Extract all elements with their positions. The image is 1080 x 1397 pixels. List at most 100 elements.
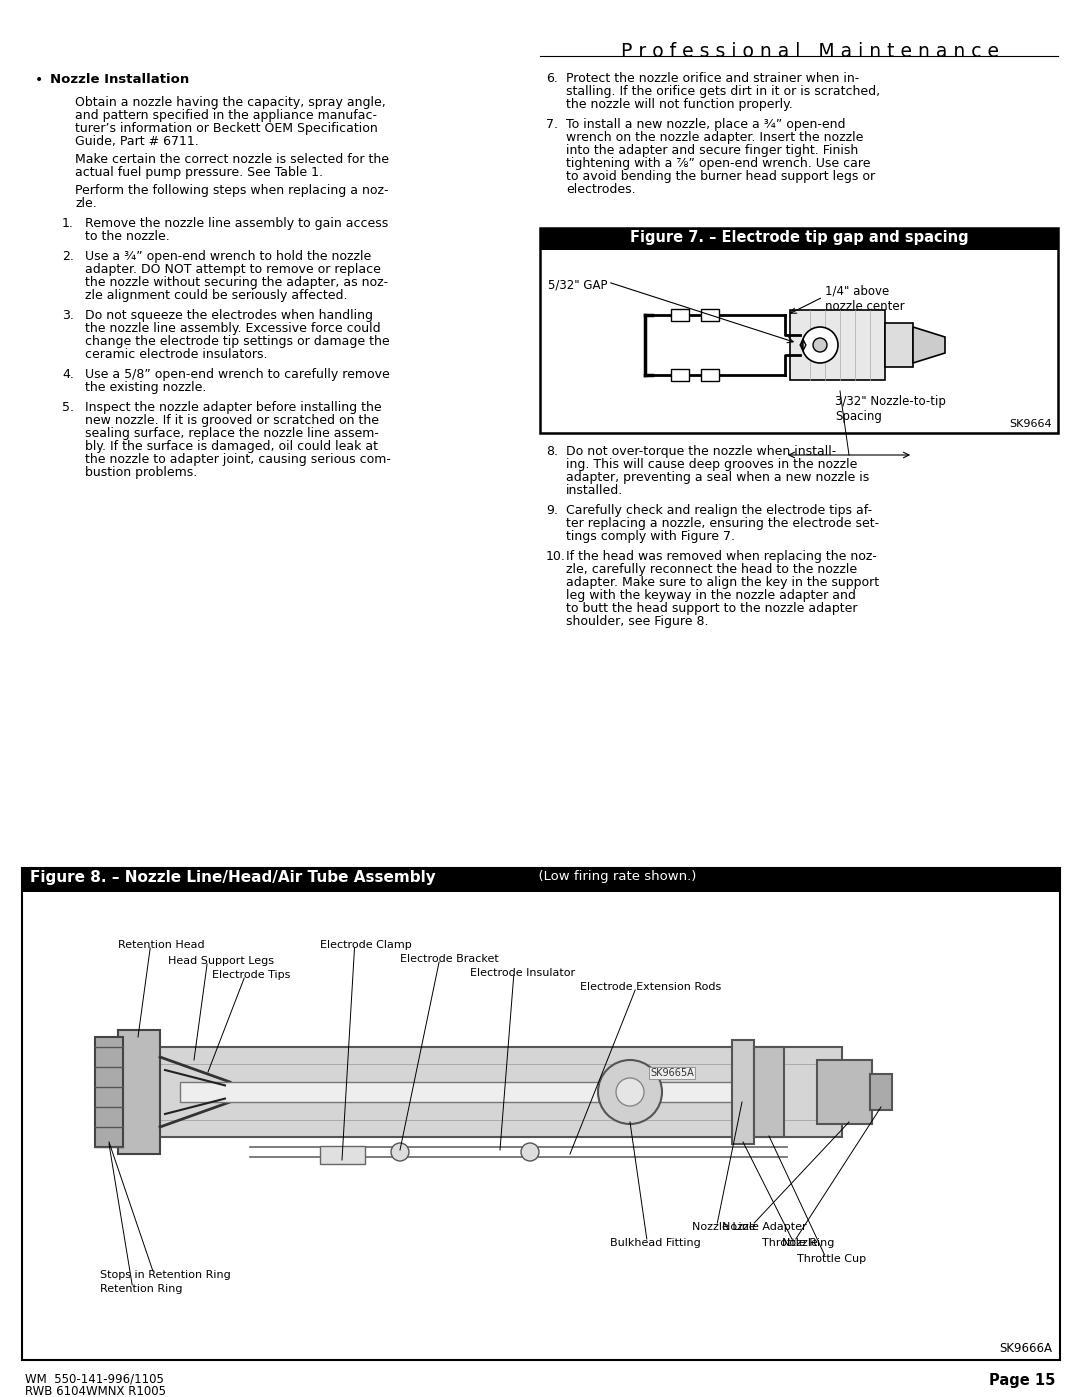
Circle shape	[521, 1143, 539, 1161]
Text: SK9666A: SK9666A	[999, 1343, 1052, 1355]
Text: 5.: 5.	[62, 401, 75, 414]
Text: zle.: zle.	[75, 197, 97, 210]
Text: Stops in Retention Ring: Stops in Retention Ring	[100, 1270, 231, 1280]
Bar	[732, 1039, 754, 1144]
Text: 4.: 4.	[62, 367, 73, 381]
Text: adapter, preventing a seal when a new nozzle is: adapter, preventing a seal when a new no…	[566, 471, 869, 483]
Text: SK9665A: SK9665A	[650, 1067, 693, 1078]
Bar	[22, 868, 1059, 893]
Text: adapter. Make sure to align the key in the support: adapter. Make sure to align the key in t…	[566, 576, 879, 590]
Text: •: •	[35, 73, 43, 87]
Text: 10.: 10.	[546, 550, 566, 563]
Text: Do not squeeze the electrodes when handling: Do not squeeze the electrodes when handl…	[85, 309, 373, 321]
Text: 3/32" Nozzle-to-tip
Spacing: 3/32" Nozzle-to-tip Spacing	[835, 395, 946, 423]
Text: Inspect the nozzle adapter before installing the: Inspect the nozzle adapter before instal…	[85, 401, 381, 414]
Text: RWB 6104WMNX R1005: RWB 6104WMNX R1005	[25, 1384, 166, 1397]
Text: the nozzle without securing the adapter, as noz-: the nozzle without securing the adapter,…	[85, 277, 388, 289]
Text: zle, carefully reconnect the head to the nozzle: zle, carefully reconnect the head to the…	[566, 563, 858, 576]
Text: ter replacing a nozzle, ensuring the electrode set-: ter replacing a nozzle, ensuring the ele…	[566, 517, 879, 529]
Text: Nozzle Installation: Nozzle Installation	[50, 73, 189, 87]
Bar	[118, 1030, 160, 1154]
Text: ing. This will cause deep grooves in the nozzle: ing. This will cause deep grooves in the…	[566, 458, 858, 471]
Text: Retention Head: Retention Head	[118, 940, 204, 950]
Text: Bulkhead Fitting: Bulkhead Fitting	[610, 1238, 701, 1248]
Text: Nozzle: Nozzle	[782, 1238, 819, 1248]
Text: Perform the following steps when replacing a noz-: Perform the following steps when replaci…	[75, 184, 389, 197]
Text: If the head was removed when replacing the noz-: If the head was removed when replacing t…	[566, 550, 877, 563]
Text: bustion problems.: bustion problems.	[85, 467, 198, 479]
Bar	[671, 369, 689, 381]
Text: Electrode Extension Rods: Electrode Extension Rods	[580, 982, 721, 992]
Text: turer’s information or Beckett OEM Specification: turer’s information or Beckett OEM Speci…	[75, 122, 378, 136]
Text: 1.: 1.	[62, 217, 73, 231]
Text: Electrode Tips: Electrode Tips	[212, 970, 291, 981]
Bar	[180, 1083, 752, 1102]
Bar	[885, 323, 913, 367]
Text: wrench on the nozzle adapter. Insert the nozzle: wrench on the nozzle adapter. Insert the…	[566, 131, 863, 144]
Text: stalling. If the orifice gets dirt in it or is scratched,: stalling. If the orifice gets dirt in it…	[566, 85, 880, 98]
Circle shape	[616, 1078, 644, 1106]
Text: Nozzle Line: Nozzle Line	[692, 1222, 756, 1232]
Text: (Low firing rate shown.): (Low firing rate shown.)	[530, 870, 697, 883]
Text: 3.: 3.	[62, 309, 73, 321]
Text: Throttle Cup: Throttle Cup	[797, 1255, 866, 1264]
Bar	[816, 1060, 872, 1125]
Text: 8.: 8.	[546, 446, 558, 458]
Text: adapter. DO NOT attempt to remove or replace: adapter. DO NOT attempt to remove or rep…	[85, 263, 381, 277]
Text: installed.: installed.	[566, 483, 623, 497]
Bar	[540, 228, 1058, 433]
Bar	[789, 310, 885, 380]
Bar	[320, 1146, 365, 1164]
Text: Guide, Part # 6711.: Guide, Part # 6711.	[75, 136, 199, 148]
Bar	[671, 309, 689, 321]
Text: tings comply with Figure 7.: tings comply with Figure 7.	[566, 529, 735, 543]
Text: 1/4" above
nozzle center: 1/4" above nozzle center	[825, 285, 905, 313]
Text: Throttle Ring: Throttle Ring	[762, 1238, 835, 1248]
Text: 9.: 9.	[546, 504, 558, 517]
Text: SK9664: SK9664	[1010, 419, 1052, 429]
Text: Use a ¾” open-end wrench to hold the nozzle: Use a ¾” open-end wrench to hold the noz…	[85, 250, 372, 263]
Text: 5/32" GAP: 5/32" GAP	[548, 278, 607, 291]
Text: Obtain a nozzle having the capacity, spray angle,: Obtain a nozzle having the capacity, spr…	[75, 96, 386, 109]
Text: Head Support Legs: Head Support Legs	[168, 956, 274, 965]
Text: Retention Ring: Retention Ring	[100, 1284, 183, 1294]
Text: Carefully check and realign the electrode tips af-: Carefully check and realign the electrod…	[566, 504, 873, 517]
Text: to avoid bending the burner head support legs or: to avoid bending the burner head support…	[566, 170, 875, 183]
Bar	[701, 309, 719, 321]
Bar	[150, 1046, 842, 1137]
Text: bly. If the surface is damaged, oil could leak at: bly. If the surface is damaged, oil coul…	[85, 440, 378, 453]
Text: Use a 5/8” open-end wrench to carefully remove: Use a 5/8” open-end wrench to carefully …	[85, 367, 390, 381]
Text: the existing nozzle.: the existing nozzle.	[85, 381, 206, 394]
Circle shape	[598, 1060, 662, 1125]
Text: Electrode Insulator: Electrode Insulator	[470, 968, 576, 978]
Circle shape	[802, 327, 838, 363]
Text: WM  550-141-996/1105: WM 550-141-996/1105	[25, 1373, 164, 1386]
Text: ceramic electrode insulators.: ceramic electrode insulators.	[85, 348, 268, 360]
Bar	[22, 868, 1059, 1361]
Text: new nozzle. If it is grooved or scratched on the: new nozzle. If it is grooved or scratche…	[85, 414, 379, 427]
Polygon shape	[913, 327, 945, 363]
Bar	[754, 1046, 784, 1137]
Text: 7.: 7.	[546, 117, 558, 131]
Text: Figure 8. – Nozzle Line/Head/Air Tube Assembly: Figure 8. – Nozzle Line/Head/Air Tube As…	[30, 870, 435, 886]
Bar	[701, 369, 719, 381]
Text: the nozzle to adapter joint, causing serious com-: the nozzle to adapter joint, causing ser…	[85, 453, 391, 467]
Text: to the nozzle.: to the nozzle.	[85, 231, 170, 243]
Text: change the electrode tip settings or damage the: change the electrode tip settings or dam…	[85, 335, 390, 348]
Text: into the adapter and secure finger tight. Finish: into the adapter and secure finger tight…	[566, 144, 859, 156]
Text: tightening with a ⅞” open-end wrench. Use care: tightening with a ⅞” open-end wrench. Us…	[566, 156, 870, 170]
Text: Nozzle Adapter: Nozzle Adapter	[723, 1222, 807, 1232]
Text: To install a new nozzle, place a ¾” open-end: To install a new nozzle, place a ¾” open…	[566, 117, 846, 131]
Bar	[95, 1037, 123, 1147]
Text: the nozzle will not function properly.: the nozzle will not function properly.	[566, 98, 793, 110]
Circle shape	[391, 1143, 409, 1161]
Text: shoulder, see Figure 8.: shoulder, see Figure 8.	[566, 615, 708, 629]
Text: electrodes.: electrodes.	[566, 183, 636, 196]
Text: Remove the nozzle line assembly to gain access: Remove the nozzle line assembly to gain …	[85, 217, 388, 231]
Text: Electrode Bracket: Electrode Bracket	[400, 954, 499, 964]
Text: Make certain the correct nozzle is selected for the: Make certain the correct nozzle is selec…	[75, 154, 389, 166]
Text: 6.: 6.	[546, 73, 558, 85]
Text: the nozzle line assembly. Excessive force could: the nozzle line assembly. Excessive forc…	[85, 321, 380, 335]
Text: and pattern specified in the appliance manufac-: and pattern specified in the appliance m…	[75, 109, 377, 122]
Text: Figure 7. – Electrode tip gap and spacing: Figure 7. – Electrode tip gap and spacin…	[630, 231, 969, 244]
